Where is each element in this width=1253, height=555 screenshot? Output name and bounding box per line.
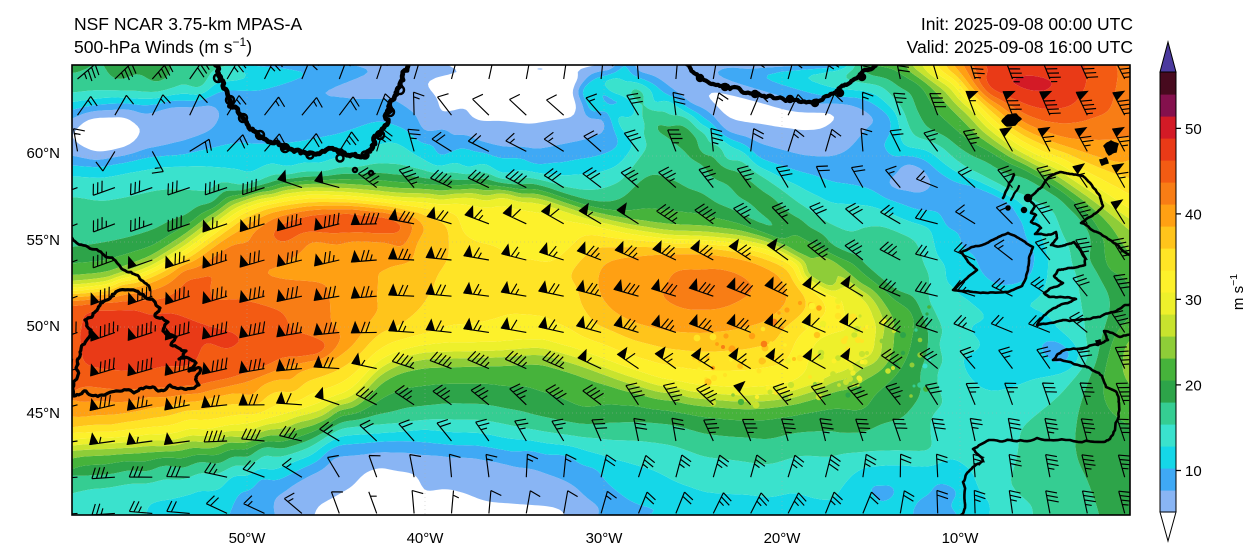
svg-text:20: 20	[1185, 377, 1202, 394]
svg-text:10°W: 10°W	[942, 530, 980, 547]
svg-text:Init: 2025-09-08 00:00 UTC: Init: 2025-09-08 00:00 UTC	[921, 14, 1133, 34]
svg-text:500-hPa Winds (m s−1): 500-hPa Winds (m s−1)	[74, 35, 252, 57]
svg-text:40: 40	[1185, 206, 1202, 223]
svg-text:20°W: 20°W	[764, 530, 802, 547]
svg-text:50: 50	[1185, 121, 1202, 138]
svg-text:30°W: 30°W	[586, 530, 624, 547]
svg-text:10: 10	[1185, 463, 1202, 480]
svg-text:Valid: 2025-09-08 16:00 UTC: Valid: 2025-09-08 16:00 UTC	[907, 37, 1133, 57]
svg-text:50°W: 50°W	[229, 530, 267, 547]
svg-text:50°N: 50°N	[26, 318, 60, 335]
svg-text:30: 30	[1185, 292, 1202, 309]
svg-text:NSF NCAR 3.75-km MPAS-A: NSF NCAR 3.75-km MPAS-A	[74, 14, 303, 34]
svg-text:60°N: 60°N	[26, 145, 60, 162]
svg-text:40°W: 40°W	[407, 530, 445, 547]
svg-text:55°N: 55°N	[26, 232, 60, 249]
svg-text:45°N: 45°N	[26, 405, 60, 422]
